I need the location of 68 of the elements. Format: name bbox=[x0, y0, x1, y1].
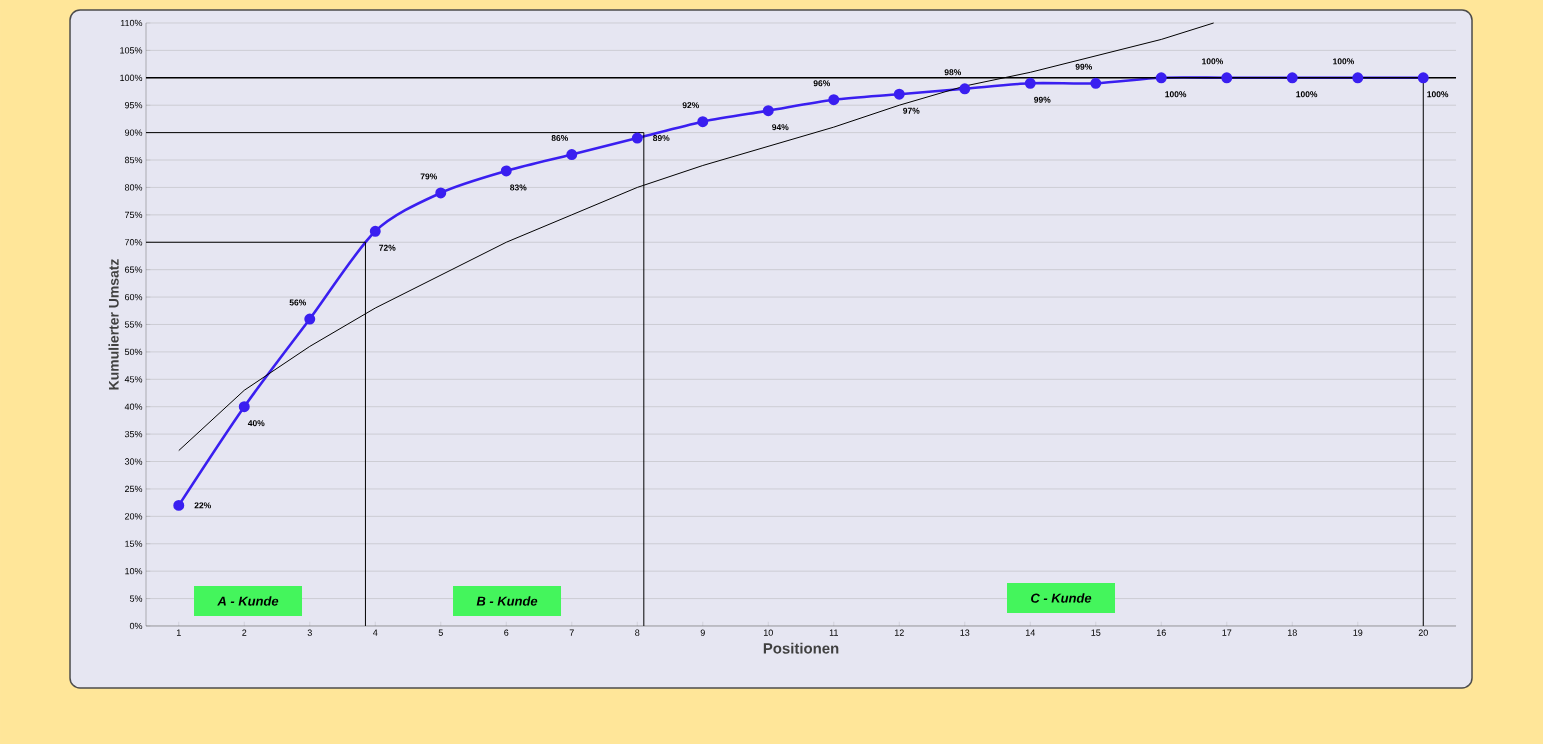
y-tick-label: 65% bbox=[125, 266, 143, 273]
y-tick-label: 35% bbox=[124, 430, 143, 438]
y-axis-title: Kumulierter Umsatz bbox=[108, 259, 119, 390]
data-label: 98% bbox=[944, 69, 962, 76]
y-tick-label: 105% bbox=[120, 47, 143, 54]
data-label: 100% bbox=[1333, 58, 1355, 65]
y-tick-label: 85% bbox=[124, 156, 143, 164]
y-tick-label: 60% bbox=[125, 293, 143, 301]
x-tick-label: 3 bbox=[307, 629, 312, 636]
x-tick-label: 15 bbox=[1091, 629, 1101, 636]
data-label: 72% bbox=[379, 244, 396, 251]
annotation: A - Kunde bbox=[217, 596, 279, 606]
x-tick-label: 10 bbox=[763, 629, 773, 636]
x-tick-label: 2 bbox=[242, 629, 247, 636]
y-tick-label: 95% bbox=[124, 102, 143, 109]
x-tick-label: 7 bbox=[569, 629, 574, 636]
x-axis-title: Positionen bbox=[763, 642, 839, 654]
x-tick-label: 13 bbox=[960, 629, 970, 636]
x-tick-label: 8 bbox=[635, 629, 640, 636]
y-tick-label: 45% bbox=[124, 376, 143, 383]
x-tick-label: 4 bbox=[372, 629, 378, 636]
y-tick-label: 0% bbox=[129, 622, 143, 630]
y-tick-label: 80% bbox=[124, 184, 143, 191]
data-label: 100% bbox=[1165, 91, 1187, 98]
y-tick-label: 100% bbox=[120, 74, 143, 81]
x-tick-label: 6 bbox=[504, 629, 509, 636]
y-tick-label: 5% bbox=[129, 595, 143, 602]
y-tick-label: 55% bbox=[124, 321, 143, 328]
data-label: 97% bbox=[903, 107, 920, 114]
data-label: 99% bbox=[1075, 63, 1093, 70]
y-tick-label: 15% bbox=[125, 540, 143, 547]
x-tick-label: 9 bbox=[700, 629, 705, 636]
y-tick-label: 40% bbox=[124, 403, 143, 410]
data-label: 99% bbox=[1034, 96, 1051, 103]
data-label: 100% bbox=[1202, 58, 1224, 65]
x-tick-label: 20 bbox=[1418, 629, 1428, 636]
data-label: 56% bbox=[289, 299, 307, 306]
y-tick-label: 90% bbox=[124, 129, 143, 136]
data-label: 92% bbox=[682, 102, 700, 109]
data-label: 83% bbox=[510, 184, 527, 191]
x-tick-label: 19 bbox=[1353, 629, 1363, 636]
data-label: 79% bbox=[420, 173, 438, 180]
y-tick-label: 50% bbox=[124, 348, 143, 356]
data-label: 96% bbox=[813, 80, 831, 87]
x-tick-label: 11 bbox=[829, 629, 838, 636]
annotation: B - Kunde bbox=[476, 596, 538, 606]
x-tick-label: 17 bbox=[1222, 629, 1232, 636]
x-tick-label: 18 bbox=[1287, 629, 1297, 636]
x-tick-label: 12 bbox=[894, 629, 904, 636]
x-tick-label: 14 bbox=[1025, 629, 1035, 636]
data-label: 40% bbox=[247, 420, 265, 427]
x-tick-label: 1 bbox=[176, 629, 181, 636]
data-label: 94% bbox=[772, 124, 789, 131]
data-label: 100% bbox=[1427, 91, 1449, 98]
x-tick-label: 5 bbox=[438, 629, 443, 636]
y-tick-label: 20% bbox=[125, 513, 143, 520]
x-tick-label: 16 bbox=[1156, 629, 1166, 636]
y-tick-label: 10% bbox=[125, 567, 143, 575]
y-tick-label: 25% bbox=[125, 485, 143, 493]
y-tick-label: 30% bbox=[124, 458, 143, 465]
y-tick-label: 70% bbox=[125, 239, 143, 246]
data-label: 22% bbox=[194, 502, 211, 509]
annotation: C - Kunde bbox=[1031, 593, 1092, 603]
data-label: 89% bbox=[653, 135, 670, 142]
y-tick-label: 75% bbox=[125, 211, 143, 219]
data-label: 100% bbox=[1296, 91, 1318, 98]
data-label: 86% bbox=[551, 135, 569, 142]
y-tick-label: 110% bbox=[120, 19, 143, 27]
